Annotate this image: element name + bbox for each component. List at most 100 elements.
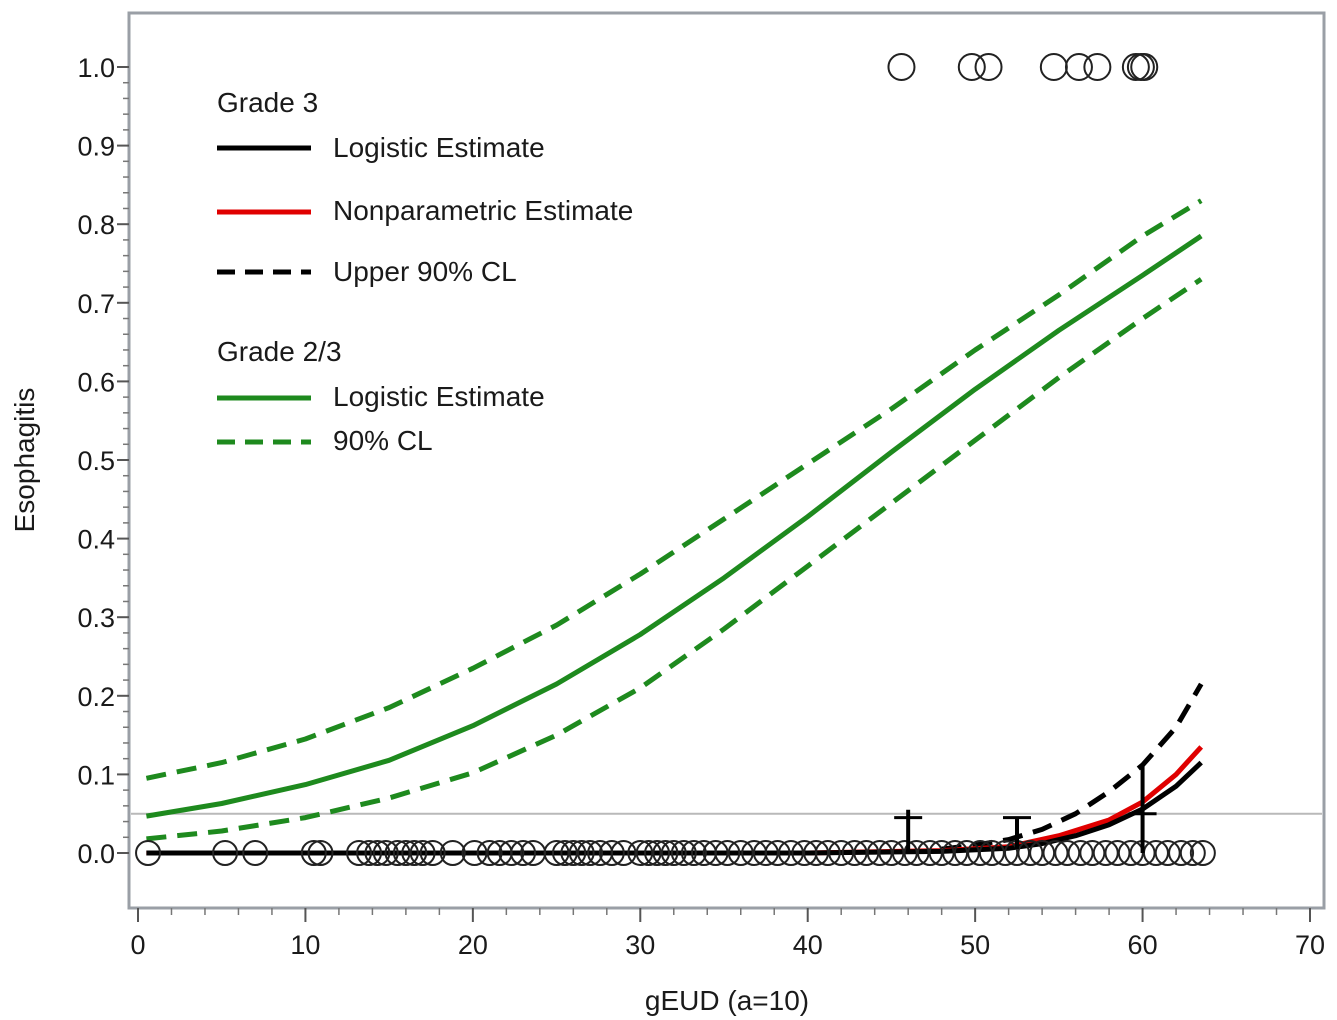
y-tick-label-0.2: 0.2 xyxy=(77,682,115,712)
x-axis-title: gEUD (a=10) xyxy=(645,985,809,1016)
point-event xyxy=(1064,53,1093,81)
point-nonevent xyxy=(652,840,679,866)
point-nonevent xyxy=(702,840,729,866)
point-nonevent xyxy=(598,840,625,866)
y-tick-label-0.4: 0.4 xyxy=(77,525,115,555)
legend-label-grade3-nonparametric: Nonparametric Estimate xyxy=(333,195,633,226)
legend-label-grade3-upper-cl: Upper 90% CL xyxy=(333,256,517,287)
legend: Grade 3 Logistic Estimate Nonparametric … xyxy=(217,87,633,456)
y-tick-label-1.0: 1.0 xyxy=(77,53,115,83)
point-nonevent xyxy=(1189,840,1216,866)
point-event xyxy=(1130,53,1159,81)
point-nonevent xyxy=(803,840,830,866)
point-nonevent xyxy=(419,840,446,866)
x-tick-label-0: 0 xyxy=(130,930,145,960)
y-tick-label-0.1: 0.1 xyxy=(77,760,115,790)
point-nonevent xyxy=(392,840,419,866)
x-tick-label-70: 70 xyxy=(1295,930,1325,960)
point-nonevent xyxy=(635,840,662,866)
y-tick-label-0.9: 0.9 xyxy=(77,132,115,162)
point-nonevent xyxy=(764,840,791,866)
point-nonevent xyxy=(242,840,269,866)
series-g23-lower xyxy=(146,277,1203,842)
point-nonevent xyxy=(916,840,943,866)
point-nonevent xyxy=(1079,840,1106,866)
point-nonevent xyxy=(644,840,671,866)
point-nonevent xyxy=(401,840,428,866)
point-nonevent xyxy=(978,840,1005,866)
point-nonevent xyxy=(1104,840,1131,866)
point-nonevent xyxy=(1154,840,1181,866)
point-event xyxy=(974,53,1003,81)
legend-group-grade23: Grade 2/3 xyxy=(217,336,342,367)
axes: 0 10 20 30 40 50 60 70 0.0 0.1 0.2 0.3 0.4 0.5 0.6 0.7 0… xyxy=(77,53,1325,960)
point-nonevent xyxy=(409,840,436,866)
legend-label-grade3-logistic: Logistic Estimate xyxy=(333,132,545,163)
point-nonevent xyxy=(543,840,570,866)
x-tick-label-50: 50 xyxy=(960,930,990,960)
point-nonevent xyxy=(928,840,955,866)
point-nonevent xyxy=(714,840,741,866)
legend-label-grade23-logistic: Logistic Estimate xyxy=(333,381,545,412)
point-nonevent xyxy=(364,840,391,866)
point-nonevent xyxy=(346,840,373,866)
point-nonevent xyxy=(1067,840,1094,866)
point-nonevent xyxy=(903,840,930,866)
point-nonevent xyxy=(727,840,754,866)
point-nonevent xyxy=(953,840,980,866)
x-tick-label-30: 30 xyxy=(625,930,655,960)
series-g23-upper xyxy=(145,198,1203,781)
y-axis-title: Esophagitis xyxy=(9,388,40,533)
x-tick-label-20: 20 xyxy=(458,930,488,960)
point-nonevent xyxy=(212,840,239,866)
point-nonevent xyxy=(1029,840,1056,866)
point-nonevent xyxy=(866,840,893,866)
observed-points xyxy=(135,53,1216,866)
point-nonevent xyxy=(967,840,994,866)
y-tick-label-0.0: 0.0 xyxy=(77,839,115,869)
point-nonevent xyxy=(135,840,162,866)
point-nonevent xyxy=(568,840,595,866)
point-nonevent xyxy=(560,840,587,866)
x-tick-label-40: 40 xyxy=(793,930,823,960)
legend-label-grade23-cl: 90% CL xyxy=(333,425,433,456)
y-tick-label-0.6: 0.6 xyxy=(77,367,115,397)
point-nonevent xyxy=(627,840,654,866)
point-nonevent xyxy=(992,840,1019,866)
y-tick-label-0.3: 0.3 xyxy=(77,603,115,633)
x-tick-label-10: 10 xyxy=(290,930,320,960)
point-nonevent xyxy=(828,840,855,866)
point-nonevent xyxy=(1168,840,1195,866)
point-nonevent xyxy=(1179,840,1206,866)
point-nonevent xyxy=(307,840,334,866)
point-nonevent xyxy=(1017,840,1044,866)
y-tick-label-0.8: 0.8 xyxy=(77,210,115,240)
point-nonevent xyxy=(384,840,411,866)
point-nonevent xyxy=(1042,840,1069,866)
y-tick-label-0.7: 0.7 xyxy=(77,289,115,319)
plot-frame xyxy=(127,11,1326,910)
point-nonevent xyxy=(1092,840,1119,866)
point-nonevent xyxy=(670,840,697,866)
series-g23-logistic xyxy=(145,233,1203,819)
point-nonevent xyxy=(498,840,525,866)
point-nonevent xyxy=(300,840,327,866)
x-tick-label-60: 60 xyxy=(1128,930,1158,960)
point-nonevent xyxy=(891,840,918,866)
point-nonevent xyxy=(752,840,779,866)
point-nonevent xyxy=(777,840,804,866)
point-nonevent xyxy=(660,840,687,866)
point-nonevent xyxy=(461,840,488,866)
y-tick-label-0.5: 0.5 xyxy=(77,446,115,476)
point-nonevent xyxy=(551,840,578,866)
point-nonevent xyxy=(942,840,969,866)
point-nonevent xyxy=(878,840,905,866)
point-nonevent xyxy=(372,840,399,866)
point-nonevent xyxy=(680,840,707,866)
point-nonevent xyxy=(814,840,841,866)
point-nonevent xyxy=(853,840,880,866)
point-nonevent xyxy=(577,840,604,866)
point-nonevent xyxy=(1054,840,1081,866)
point-nonevent xyxy=(510,840,537,866)
